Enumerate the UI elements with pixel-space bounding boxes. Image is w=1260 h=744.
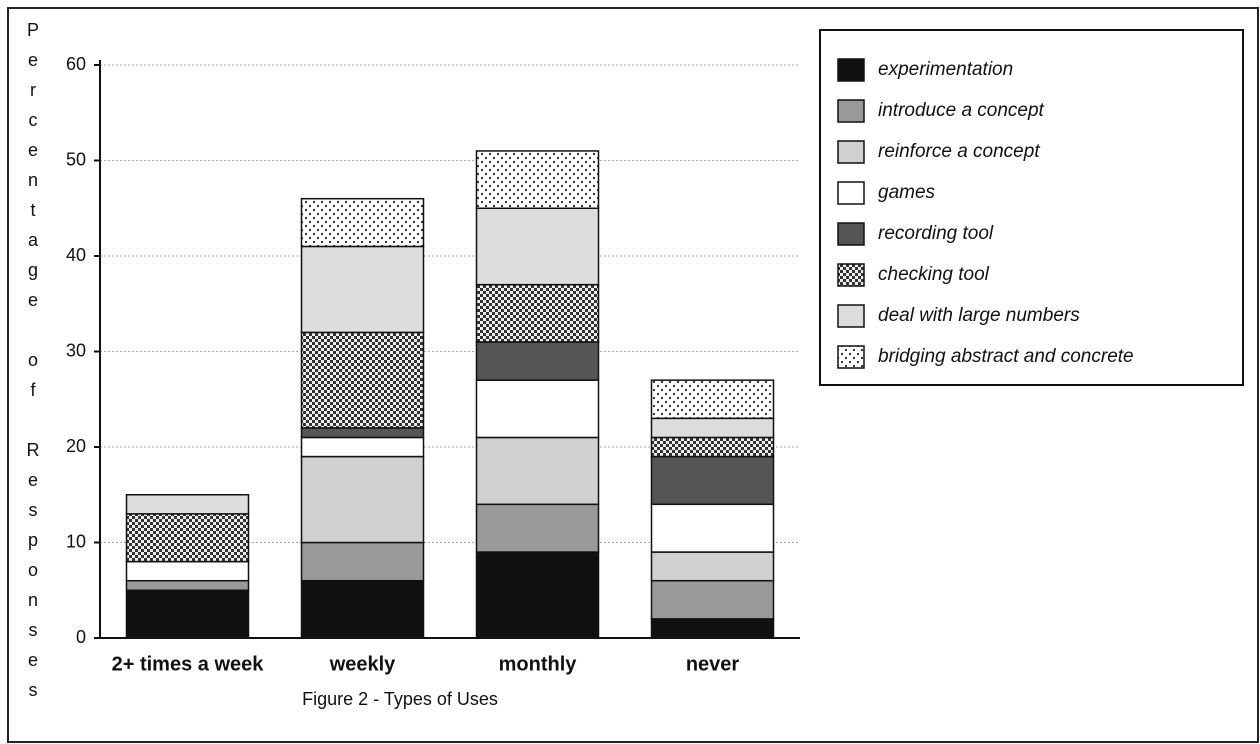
bar-segment xyxy=(300,197,425,248)
legend-label: recording tool xyxy=(878,223,994,244)
bar-segment xyxy=(475,283,600,343)
y-tick-label: 60 xyxy=(66,54,86,74)
legend-label: checking tool xyxy=(878,264,990,285)
legend-swatch xyxy=(837,263,865,287)
bar-segment xyxy=(300,541,425,582)
bar-segment xyxy=(650,503,775,553)
legend-label: experimentation xyxy=(878,59,1013,80)
bar-segment xyxy=(650,579,775,620)
y-tick-label: 0 xyxy=(76,627,86,647)
bar-segment xyxy=(475,207,600,286)
legend-swatch xyxy=(837,99,865,123)
frame xyxy=(7,7,1259,743)
legend-swatch xyxy=(837,222,865,246)
legend-swatch xyxy=(837,345,865,369)
y-axis-label: Percentage of Responses xyxy=(23,20,43,710)
y-tick-label: 40 xyxy=(66,245,86,265)
bar-segment xyxy=(300,455,425,544)
bar-segment xyxy=(475,436,600,506)
bar-segment xyxy=(650,379,775,420)
bar-segment xyxy=(475,503,600,553)
legend-label: reinforce a concept xyxy=(878,141,1040,162)
bar-segment xyxy=(125,589,250,639)
bar-segment xyxy=(650,618,775,639)
x-tick-label: monthly xyxy=(499,653,578,675)
bar-segment xyxy=(300,436,425,458)
legend-swatch xyxy=(837,58,865,82)
legend-swatch xyxy=(837,181,865,205)
y-tick-label: 20 xyxy=(66,436,86,456)
legend-swatch xyxy=(837,140,865,164)
bar-segment xyxy=(125,560,250,582)
legend-label: introduce a concept xyxy=(878,100,1045,121)
bar-segment xyxy=(125,579,250,592)
bar-segment xyxy=(650,436,775,458)
bar-segment xyxy=(125,494,250,515)
bar-segment xyxy=(475,379,600,439)
bar-segment xyxy=(650,551,775,582)
y-tick-label: 50 xyxy=(66,149,86,169)
legend-label: deal with large numbers xyxy=(878,305,1080,326)
y-tick-label: 10 xyxy=(66,531,86,551)
bar-segment xyxy=(125,513,250,563)
legend-box xyxy=(819,29,1244,386)
bar-segment xyxy=(300,427,425,439)
bar-segment xyxy=(475,150,600,209)
bar-segment xyxy=(475,341,600,381)
bar-segment xyxy=(475,551,600,639)
x-tick-label: weekly xyxy=(329,653,396,675)
bar-segment xyxy=(650,417,775,439)
bar-segment xyxy=(300,579,425,639)
legend-label: games xyxy=(878,182,936,203)
chart-title: Figure 2 - Types of Uses xyxy=(302,689,498,709)
y-tick-label: 30 xyxy=(66,340,86,360)
bar-segment xyxy=(300,331,425,429)
legend-swatch xyxy=(837,304,865,328)
bar-segment xyxy=(650,455,775,506)
x-tick-label: never xyxy=(686,653,740,675)
x-tick-label: 2+ times a week xyxy=(112,653,265,675)
legend-label: bridging abstract and concrete xyxy=(878,346,1134,367)
bar-segment xyxy=(300,245,425,334)
